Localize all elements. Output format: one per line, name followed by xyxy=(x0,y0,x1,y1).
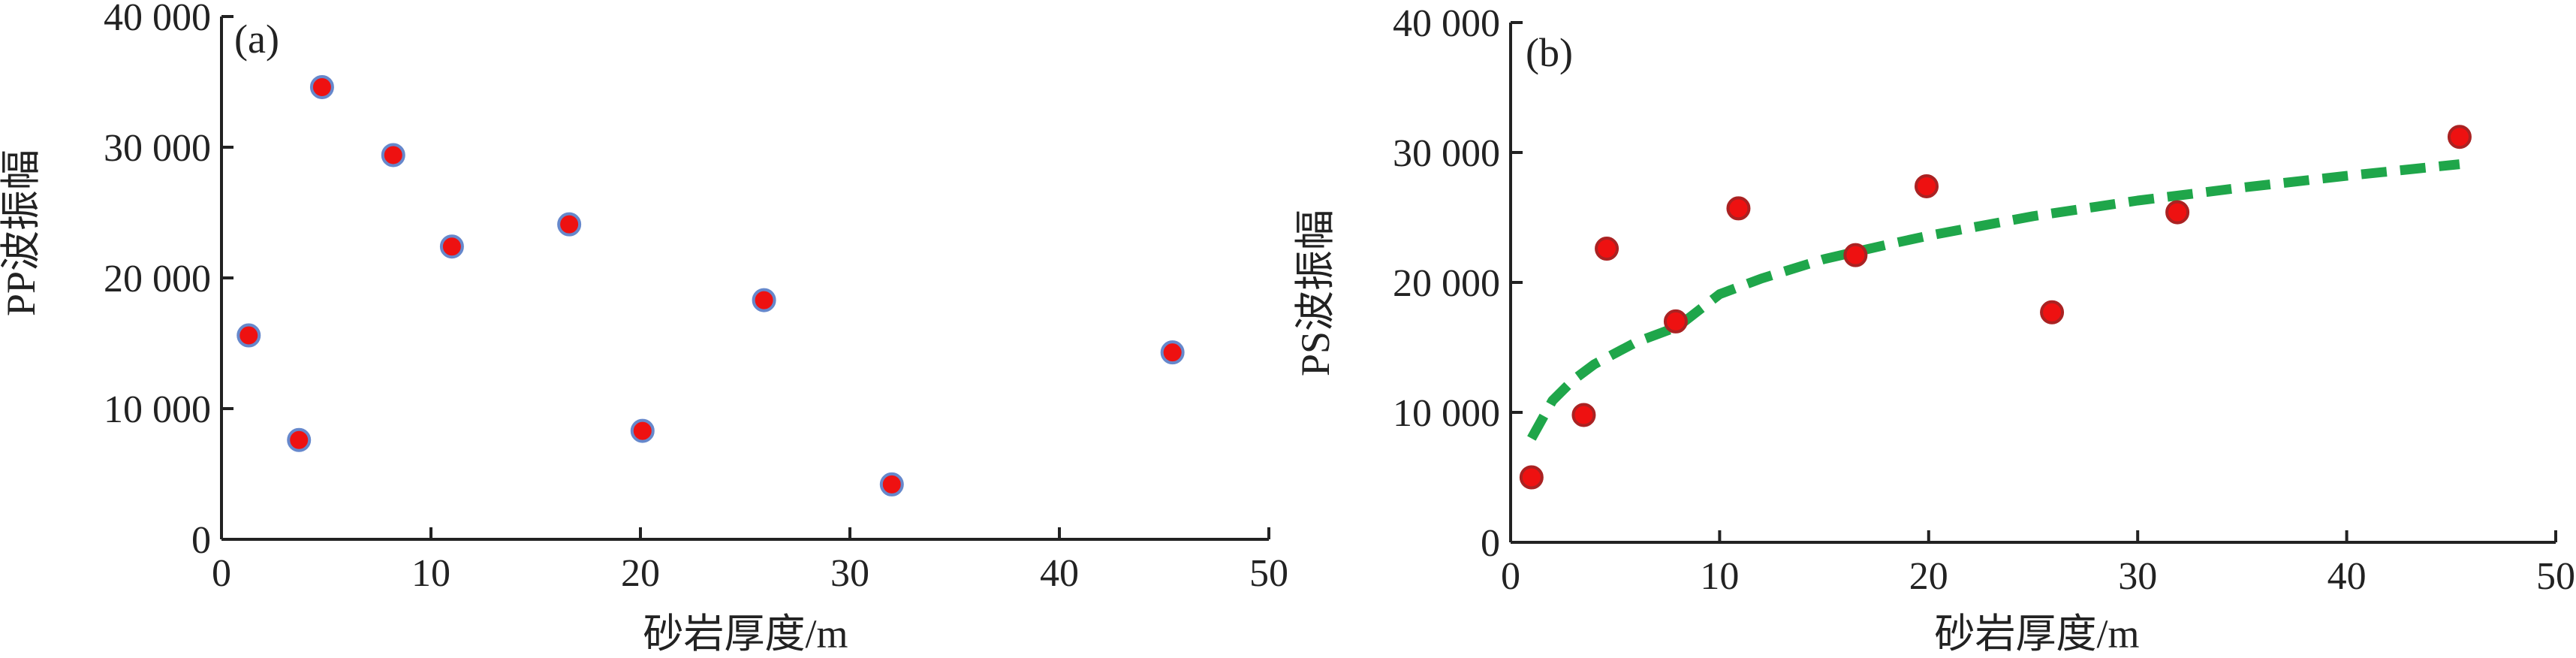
y-tick-label: 10 000 xyxy=(104,388,211,431)
y-axis-label: PP波振幅 xyxy=(0,149,44,316)
data-point xyxy=(1726,196,1751,221)
x-axis-label: 砂岩厚度/m xyxy=(1934,611,2139,656)
x-tick-label: 40 xyxy=(1040,552,1079,595)
y-tick-label: 0 xyxy=(1481,522,1500,565)
x-tick-label: 10 xyxy=(1700,555,1739,598)
data-point xyxy=(309,74,334,99)
data-point xyxy=(1519,465,1544,490)
panel-b-chart: (b) 砂岩厚度/m PS波振幅 0 10 20 30 40 50 0 10 000 20 00… xyxy=(1293,2,2575,656)
x-tick-label: 40 xyxy=(2327,555,2367,598)
x-tick-label: 0 xyxy=(212,552,231,595)
data-point xyxy=(237,323,261,348)
x-tick-label: 30 xyxy=(2118,555,2157,598)
data-point xyxy=(1595,237,1619,261)
x-tick-label: 50 xyxy=(1249,552,1288,595)
x-tick-label: 30 xyxy=(830,552,869,595)
x-tick-label: 20 xyxy=(621,552,660,595)
data-point xyxy=(287,427,312,452)
data-point xyxy=(2040,300,2065,324)
data-point xyxy=(557,212,582,237)
data-point xyxy=(381,143,405,168)
trend-line xyxy=(1527,159,2460,441)
y-tick-label: 10 000 xyxy=(1393,392,1500,435)
y-tick-label: 30 000 xyxy=(1393,132,1500,175)
x-tick-label: 0 xyxy=(1501,555,1520,598)
x-tick-label: 20 xyxy=(1909,555,1948,598)
data-point xyxy=(630,418,655,443)
data-point xyxy=(439,234,464,259)
y-tick-label: 30 000 xyxy=(104,127,211,170)
y-tick-label: 20 000 xyxy=(1393,262,1500,305)
data-point xyxy=(879,472,904,497)
data-point xyxy=(752,288,776,312)
data-point xyxy=(1160,340,1185,365)
panel-a-chart: (a) 砂岩厚度/m PP波振幅 0 10 20 30 40 50 0 10 000 20 00… xyxy=(0,0,1288,656)
y-tick-label: 40 000 xyxy=(104,0,211,39)
data-point xyxy=(1571,403,1596,427)
y-tick-label: 40 000 xyxy=(1393,2,1500,45)
panel-label: (a) xyxy=(234,17,279,62)
data-point xyxy=(2165,200,2190,225)
x-tick-label: 50 xyxy=(2536,555,2575,598)
y-tick-label: 20 000 xyxy=(104,258,211,300)
panel-label: (b) xyxy=(1526,30,1573,75)
data-point xyxy=(1663,309,1688,334)
y-axis-label: PS波振幅 xyxy=(1293,210,1338,376)
data-point xyxy=(1843,243,1868,267)
data-point xyxy=(1915,174,1939,198)
x-axis-label: 砂岩厚度/m xyxy=(643,611,848,656)
x-tick-label: 10 xyxy=(411,552,450,595)
y-tick-label: 0 xyxy=(191,519,211,562)
data-point xyxy=(2447,125,2472,149)
